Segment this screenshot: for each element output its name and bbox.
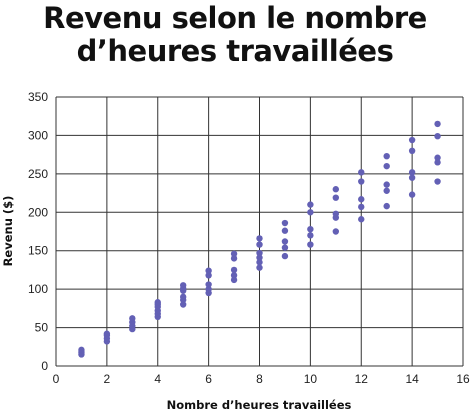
data-point <box>358 178 365 185</box>
data-point <box>205 272 212 279</box>
data-point <box>230 276 238 284</box>
data-point <box>230 255 238 262</box>
data-point <box>179 301 187 308</box>
data-point <box>332 186 340 193</box>
data-point <box>358 169 365 176</box>
y-axis-label: Revenu ($) <box>1 196 15 267</box>
y-tick-label: 50 <box>35 321 49 335</box>
grid <box>55 96 464 367</box>
data-point <box>408 169 416 176</box>
data-point <box>281 227 289 234</box>
data-points <box>78 120 441 358</box>
data-point <box>256 235 263 242</box>
chart-title: Revenu selon le nombre d’heures travaill… <box>0 2 470 68</box>
x-tick-label: 4 <box>154 372 161 386</box>
x-tick-label: 0 <box>53 372 60 386</box>
data-point <box>383 152 390 160</box>
data-point <box>383 181 390 188</box>
x-tick-label: 12 <box>355 372 369 386</box>
data-point <box>434 120 441 128</box>
data-point <box>230 266 238 274</box>
data-point <box>383 202 390 210</box>
data-point <box>332 210 340 218</box>
data-point <box>179 282 187 289</box>
data-point <box>383 162 390 170</box>
chart-title-line-2: d’heures travaillées <box>76 34 394 68</box>
x-axis-ticks: 0 2 4 6 8 10 12 14 16 <box>53 372 470 386</box>
data-point <box>408 174 416 181</box>
data-point <box>129 315 136 322</box>
data-point <box>281 244 289 251</box>
data-point <box>256 249 263 257</box>
y-tick-label: 250 <box>28 167 48 181</box>
data-point <box>408 191 416 198</box>
data-point <box>408 136 416 144</box>
data-point <box>434 159 441 166</box>
data-point <box>230 250 238 257</box>
data-point <box>332 228 340 235</box>
data-point <box>307 209 314 216</box>
data-point <box>103 330 111 337</box>
y-tick-label: 150 <box>28 244 48 258</box>
data-point <box>307 225 314 233</box>
data-point <box>256 264 263 271</box>
data-point <box>281 252 289 260</box>
x-axis-label: Nombre d’heures travaillées <box>167 398 352 412</box>
x-tick-label: 16 <box>456 372 470 386</box>
chart-title-line-1: Revenu selon le nombre <box>43 1 427 35</box>
data-point <box>179 293 187 301</box>
data-point <box>307 201 314 208</box>
data-point <box>434 132 441 140</box>
data-point <box>358 196 365 203</box>
data-point <box>307 232 314 239</box>
data-point <box>281 238 289 245</box>
data-point <box>205 285 212 293</box>
data-point <box>205 281 212 288</box>
data-point <box>358 203 365 211</box>
data-point <box>408 147 416 154</box>
y-tick-label: 300 <box>28 128 48 142</box>
data-point <box>230 272 238 279</box>
y-tick-label: 100 <box>28 282 48 296</box>
y-axis-ticks: 0 50 100 150 200 250 300 350 <box>28 90 48 373</box>
data-point <box>383 187 390 194</box>
y-tick-label: 200 <box>28 205 48 219</box>
data-point <box>307 241 314 248</box>
data-point <box>434 154 441 161</box>
data-point <box>78 346 85 354</box>
data-point <box>358 216 365 223</box>
x-tick-label: 2 <box>104 372 111 386</box>
data-point <box>154 299 161 306</box>
x-tick-label: 6 <box>205 372 212 386</box>
data-point <box>256 254 263 261</box>
data-point <box>332 194 340 201</box>
data-point <box>256 259 263 266</box>
data-point <box>281 219 289 227</box>
data-point <box>256 241 263 248</box>
y-tick-label: 0 <box>41 359 48 373</box>
data-point <box>434 178 441 185</box>
y-tick-label: 350 <box>28 90 48 104</box>
x-tick-label: 10 <box>304 372 318 386</box>
x-tick-label: 8 <box>256 372 263 386</box>
x-tick-label: 14 <box>405 372 419 386</box>
data-point <box>205 267 212 274</box>
